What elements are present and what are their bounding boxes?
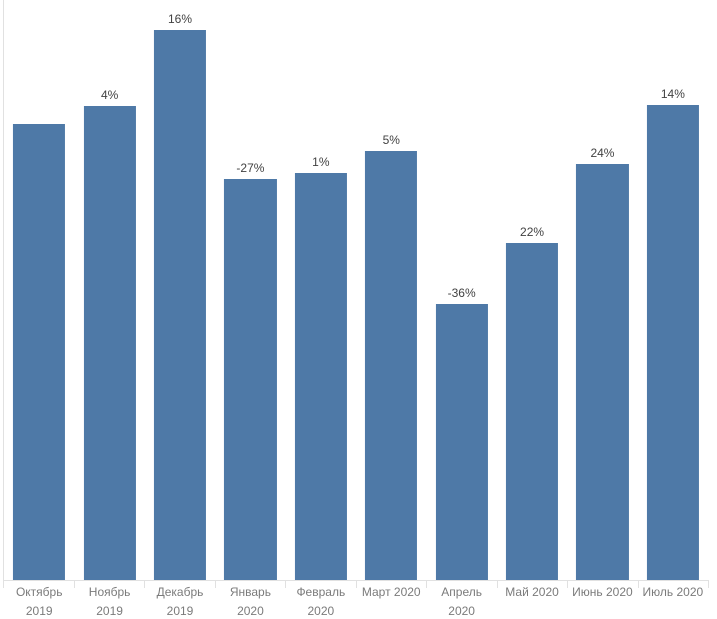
bar-column [4,0,74,580]
x-axis-label-line: Май 2020 [505,585,559,599]
x-axis-label-line: 2019 [25,604,53,618]
x-axis-label: Июнь 2020 [567,583,637,619]
bar[interactable] [576,164,629,580]
bar-value-label: 16% [168,12,193,26]
bar-column: 14% [638,0,708,580]
bar[interactable] [13,124,66,580]
bar-column: 16% [145,0,215,580]
bar-column: -27% [215,0,285,580]
x-axis-label: Март 2020 [356,583,426,619]
x-axis-tick [567,580,568,588]
x-axis-tick [496,580,498,588]
x-axis-label-line: Июнь 2020 [572,585,633,599]
x-axis-label-line: Ноябрь [88,585,131,599]
x-axis-label: Февраль 2020 [286,583,356,619]
bar[interactable] [83,106,136,580]
x-axis-label: Январь 2020 [215,583,285,619]
bar-column: 1% [286,0,356,580]
bar-column: 24% [567,0,637,580]
bar[interactable] [506,243,559,580]
bar-value-label: 5% [382,133,400,147]
x-axis-label-line: 2020 [237,604,264,618]
x-axis-tick [426,580,427,588]
bar-value-label: 14% [660,87,685,101]
x-axis-label: Декабрь 2019 [145,583,215,619]
x-axis-tick [708,580,709,588]
bar[interactable] [294,173,347,580]
x-axis-tick [214,580,216,588]
bar[interactable] [435,304,488,580]
x-axis-labels: Октябрь 2019 Ноябрь 2019 Декабрь 2019 Январь 20… [4,583,708,619]
bar-value-label: 24% [590,146,615,160]
x-axis-label-line: Декабрь [156,585,204,599]
bar[interactable] [224,179,277,580]
x-axis-label-line: Октябрь [15,585,63,599]
bar-column: 4% [74,0,144,580]
bar[interactable] [646,105,699,580]
x-axis-label-line: 2020 [448,604,475,618]
bar-value-label: -36% [447,286,476,300]
bar-value-label: 4% [100,88,119,102]
bar-column: 22% [497,0,567,580]
x-axis-tick [637,580,639,588]
x-axis-tick [3,580,4,588]
bar-column: -36% [426,0,496,580]
x-axis-label: Октябрь 2019 [4,583,74,619]
bar[interactable] [365,151,418,580]
x-axis-label-line: 2019 [166,604,194,618]
x-axis-label: Май 2020 [497,583,567,619]
bar-value-label: -27% [236,161,265,175]
x-axis-label: Июль 2020 [638,583,708,619]
bar-value-label: 1% [312,155,330,169]
bar[interactable] [153,30,207,580]
x-axis-label-line: Февраль [296,585,346,599]
y-axis-line [3,0,4,580]
bar-column: 5% [356,0,426,580]
x-axis-tick [285,580,286,588]
x-axis-tick [73,580,75,588]
x-axis-label: Апрель 2020 [426,583,496,619]
x-axis-label-line: Июль 2020 [642,585,704,599]
x-axis-tick [355,580,357,588]
x-axis-label-line: Апрель [441,585,482,599]
x-axis-label-line: 2020 [307,604,335,618]
bar-value-label: 22% [520,225,545,239]
x-axis-label-line: Январь [229,585,271,599]
x-axis-tick [144,580,145,588]
x-axis-label-line: 2019 [96,604,123,618]
x-axis-label-line: Март 2020 [361,585,421,599]
plot-area: 4% 16% -27% 1% 5% -36% 22% 24% 14% [4,0,708,580]
x-axis-label: Ноябрь 2019 [74,583,144,619]
